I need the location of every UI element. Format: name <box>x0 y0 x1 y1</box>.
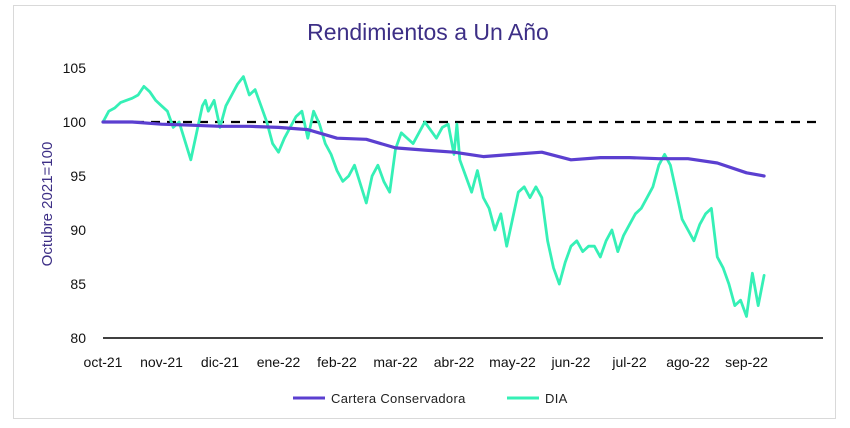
x-tick-label: abr-22 <box>434 354 475 370</box>
x-tick-label: jul-22 <box>611 354 646 370</box>
y-tick-label: 95 <box>70 168 86 184</box>
series-line-cartera-conservadora <box>101 120 766 178</box>
x-tick-label: sep-22 <box>725 354 768 370</box>
series-line-dia <box>101 75 766 318</box>
y-axis-label: Octubre 2021=100 <box>39 142 56 267</box>
x-tick-label: ago-22 <box>666 354 710 370</box>
y-tick-label: 80 <box>70 330 86 346</box>
y-tick-label: 100 <box>63 114 87 130</box>
legend-item-dia: DIA <box>545 391 568 406</box>
y-tick-label: 90 <box>70 222 86 238</box>
x-tick-label: mar-22 <box>373 354 418 370</box>
series-layer <box>101 75 766 318</box>
x-tick-label: feb-22 <box>317 354 357 370</box>
x-tick-label: nov-21 <box>140 354 183 370</box>
legend-item-cartera-conservadora: Cartera Conservadora <box>331 391 466 406</box>
y-tick-label: 85 <box>70 276 86 292</box>
x-tick-label: may-22 <box>489 354 536 370</box>
y-tick-labels: 80 85 90 95 100 105 <box>63 60 87 346</box>
x-tick-label: jun-22 <box>551 354 591 370</box>
legend: Cartera Conservadora DIA <box>293 391 568 406</box>
x-tick-label: ene-22 <box>257 354 301 370</box>
chart-frame <box>13 5 836 419</box>
chart-title: Rendimientos a Un Año <box>307 19 549 45</box>
x-tick-label: oct-21 <box>84 354 123 370</box>
x-tick-label: dic-21 <box>201 354 239 370</box>
y-tick-label: 105 <box>63 60 87 76</box>
x-tick-labels: oct-21 nov-21 dic-21 ene-22 feb-22 mar-22 abr-… <box>84 354 769 370</box>
